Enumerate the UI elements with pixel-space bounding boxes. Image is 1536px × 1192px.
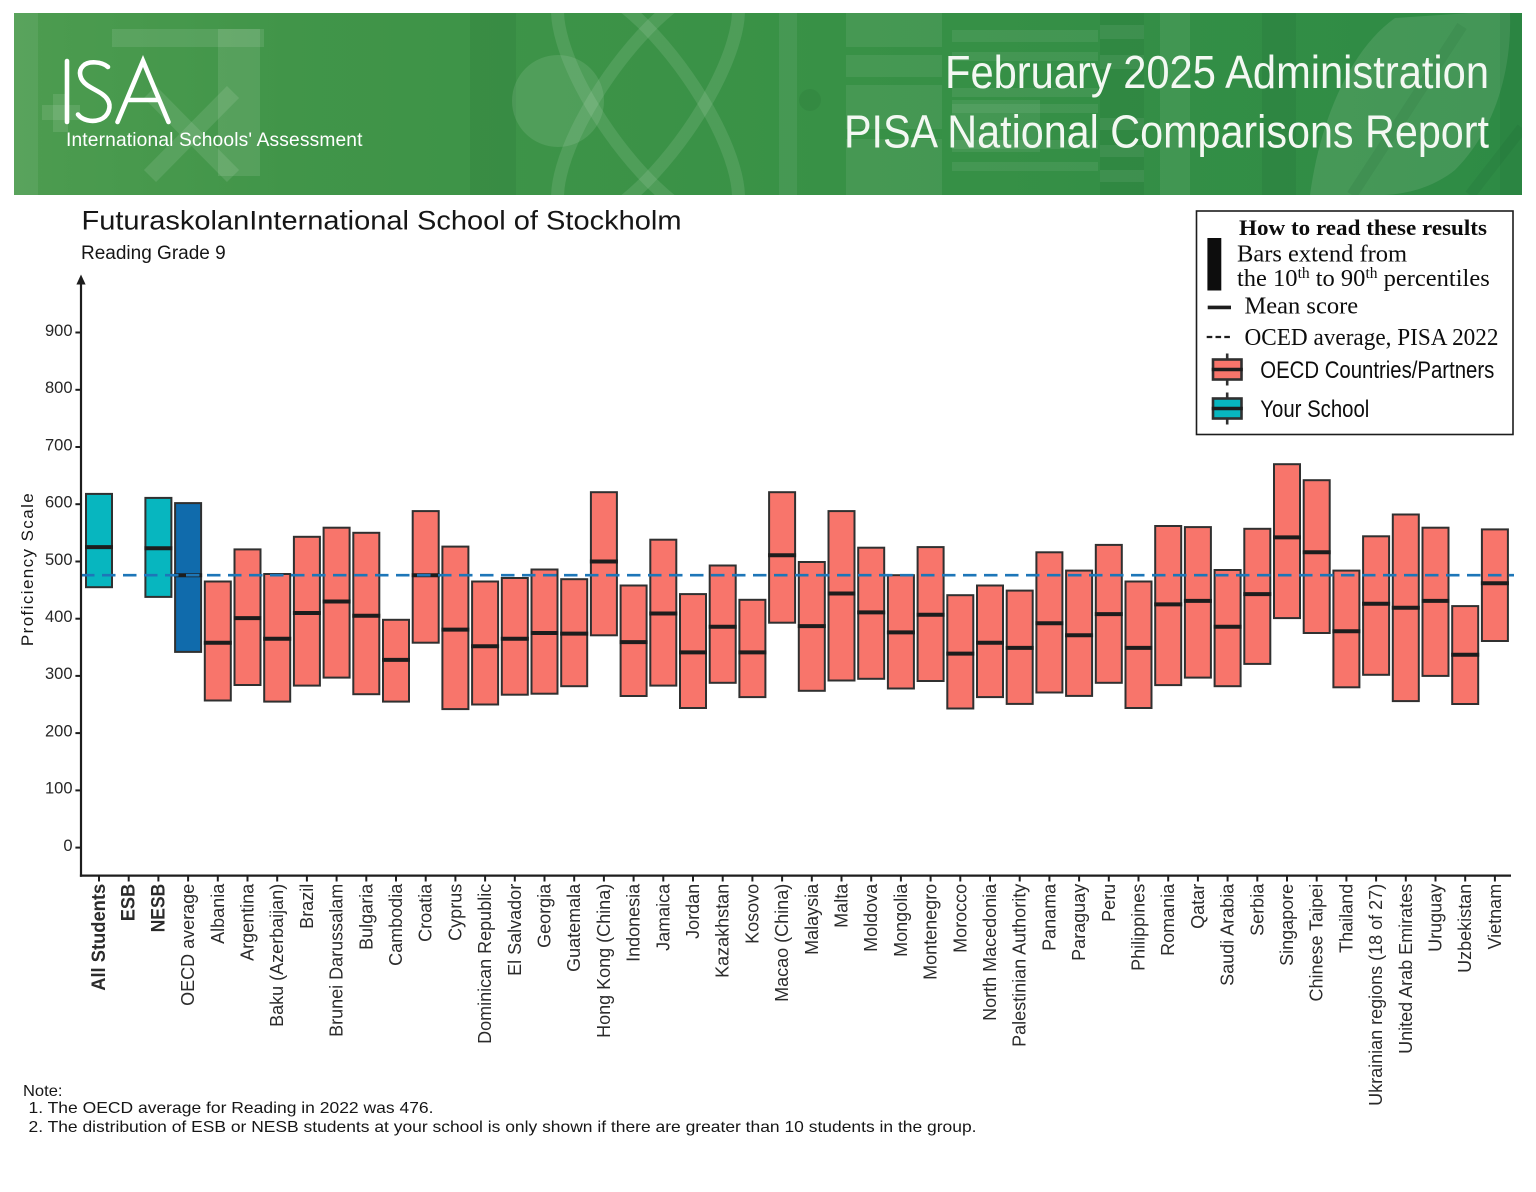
svg-text:Argentina: Argentina xyxy=(238,883,258,961)
svg-text:All Students: All Students xyxy=(88,884,110,991)
svg-text:the 10th to 90th percentiles: the 10th to 90th percentiles xyxy=(1237,265,1490,292)
svg-text:Uruguay: Uruguay xyxy=(1426,884,1446,952)
svg-text:International Schools' Assessm: International Schools' Assessment xyxy=(66,130,363,151)
svg-text:NESB: NESB xyxy=(147,884,169,933)
svg-text:200: 200 xyxy=(45,722,73,740)
svg-text:Albania: Albania xyxy=(208,883,228,944)
svg-text:Macao (China): Macao (China) xyxy=(772,884,792,1002)
svg-text:Mongolia: Mongolia xyxy=(891,883,911,957)
svg-text:Your School: Your School xyxy=(1260,397,1369,423)
svg-text:Panama: Panama xyxy=(1039,883,1059,951)
svg-text:Peru: Peru xyxy=(1099,884,1119,922)
svg-text:Note:: Note: xyxy=(23,1083,63,1100)
svg-text:900: 900 xyxy=(45,322,73,340)
svg-text:Saudi Arabia: Saudi Arabia xyxy=(1218,883,1238,986)
svg-text:How to read these results: How to read these results xyxy=(1239,215,1487,240)
svg-text:Proficiency Scale: Proficiency Scale xyxy=(18,492,37,646)
svg-text:PISA National Comparisons Repo: PISA National Comparisons Report xyxy=(844,106,1489,158)
svg-text:OCED average, PISA 2022: OCED average, PISA 2022 xyxy=(1245,324,1499,351)
svg-text:Bars extend from: Bars extend from xyxy=(1237,240,1407,267)
svg-text:Georgia: Georgia xyxy=(535,883,555,948)
svg-text:Brazil: Brazil xyxy=(297,884,317,929)
svg-text:Dominican Republic: Dominican Republic xyxy=(475,884,495,1044)
svg-text:Jamaica: Jamaica xyxy=(653,883,673,951)
svg-text:Qatar: Qatar xyxy=(1188,884,1208,929)
svg-text:Brunei Darussalam: Brunei Darussalam xyxy=(327,884,347,1037)
svg-text:Singapore: Singapore xyxy=(1277,884,1297,966)
svg-text:400: 400 xyxy=(45,608,73,626)
svg-text:Mean score: Mean score xyxy=(1245,292,1359,319)
svg-text:800: 800 xyxy=(45,379,73,397)
svg-text:Croatia: Croatia xyxy=(416,883,436,942)
svg-text:500: 500 xyxy=(45,551,73,569)
svg-text:Morocco: Morocco xyxy=(950,884,970,953)
svg-text:Cambodia: Cambodia xyxy=(386,883,406,966)
svg-text:Malta: Malta xyxy=(832,883,852,928)
svg-text:Romania: Romania xyxy=(1158,883,1178,956)
svg-text:February 2025 Administration: February 2025 Administration xyxy=(945,46,1489,98)
svg-text:300: 300 xyxy=(45,665,73,683)
svg-text:Thailand: Thailand xyxy=(1336,884,1356,953)
svg-text:Indonesia: Indonesia xyxy=(624,883,644,962)
svg-text:Moldova: Moldova xyxy=(861,883,881,952)
svg-text:United Arab Emirates: United Arab Emirates xyxy=(1396,884,1416,1054)
svg-text:Jordan: Jordan xyxy=(683,884,703,939)
svg-text:700: 700 xyxy=(45,436,73,454)
svg-text:Vietnam: Vietnam xyxy=(1485,884,1505,950)
svg-text:Kosovo: Kosovo xyxy=(742,884,762,944)
svg-text:Paraguay: Paraguay xyxy=(1069,884,1089,961)
svg-text:OECD Countries/Partners: OECD Countries/Partners xyxy=(1260,358,1494,384)
svg-text:Guatemala: Guatemala xyxy=(564,883,584,972)
svg-text:Kazakhstan: Kazakhstan xyxy=(713,884,733,978)
svg-text:Cyprus: Cyprus xyxy=(445,884,465,941)
svg-text:Reading Grade 9: Reading Grade 9 xyxy=(81,243,226,264)
svg-text:Hong Kong (China): Hong Kong (China) xyxy=(594,884,614,1038)
svg-text:OECD average: OECD average xyxy=(178,884,198,1006)
svg-text:Malaysia: Malaysia xyxy=(802,883,822,955)
svg-text:600: 600 xyxy=(45,494,73,512)
svg-text:0: 0 xyxy=(63,837,72,855)
svg-text:Palestinian Authority: Palestinian Authority xyxy=(1010,884,1030,1047)
svg-text:North Macedonia: North Macedonia xyxy=(980,883,1000,1021)
svg-text:Philippines: Philippines xyxy=(1129,884,1149,971)
svg-text:2. The distribution of ESB or: 2. The distribution of ESB or NESB stude… xyxy=(29,1119,977,1136)
svg-text:Montenegro: Montenegro xyxy=(921,884,941,980)
svg-text:FuturaskolanInternational Scho: FuturaskolanInternational School of Stoc… xyxy=(82,206,682,236)
svg-text:El Salvador: El Salvador xyxy=(505,884,525,976)
svg-text:Ukrainian regions (18 of 27): Ukrainian regions (18 of 27) xyxy=(1366,884,1386,1106)
svg-text:Chinese Taipei: Chinese Taipei xyxy=(1307,884,1327,1002)
svg-text:Serbia: Serbia xyxy=(1247,883,1267,936)
svg-text:1. The OECD average for Readin: 1. The OECD average for Reading in 2022 … xyxy=(29,1100,434,1117)
svg-text:Baku (Azerbaijan): Baku (Azerbaijan) xyxy=(267,884,287,1027)
svg-text:100: 100 xyxy=(45,780,73,798)
svg-text:Uzbekistan: Uzbekistan xyxy=(1455,884,1475,973)
svg-text:Bulgaria: Bulgaria xyxy=(356,883,376,950)
svg-text:ESB: ESB xyxy=(118,884,140,922)
